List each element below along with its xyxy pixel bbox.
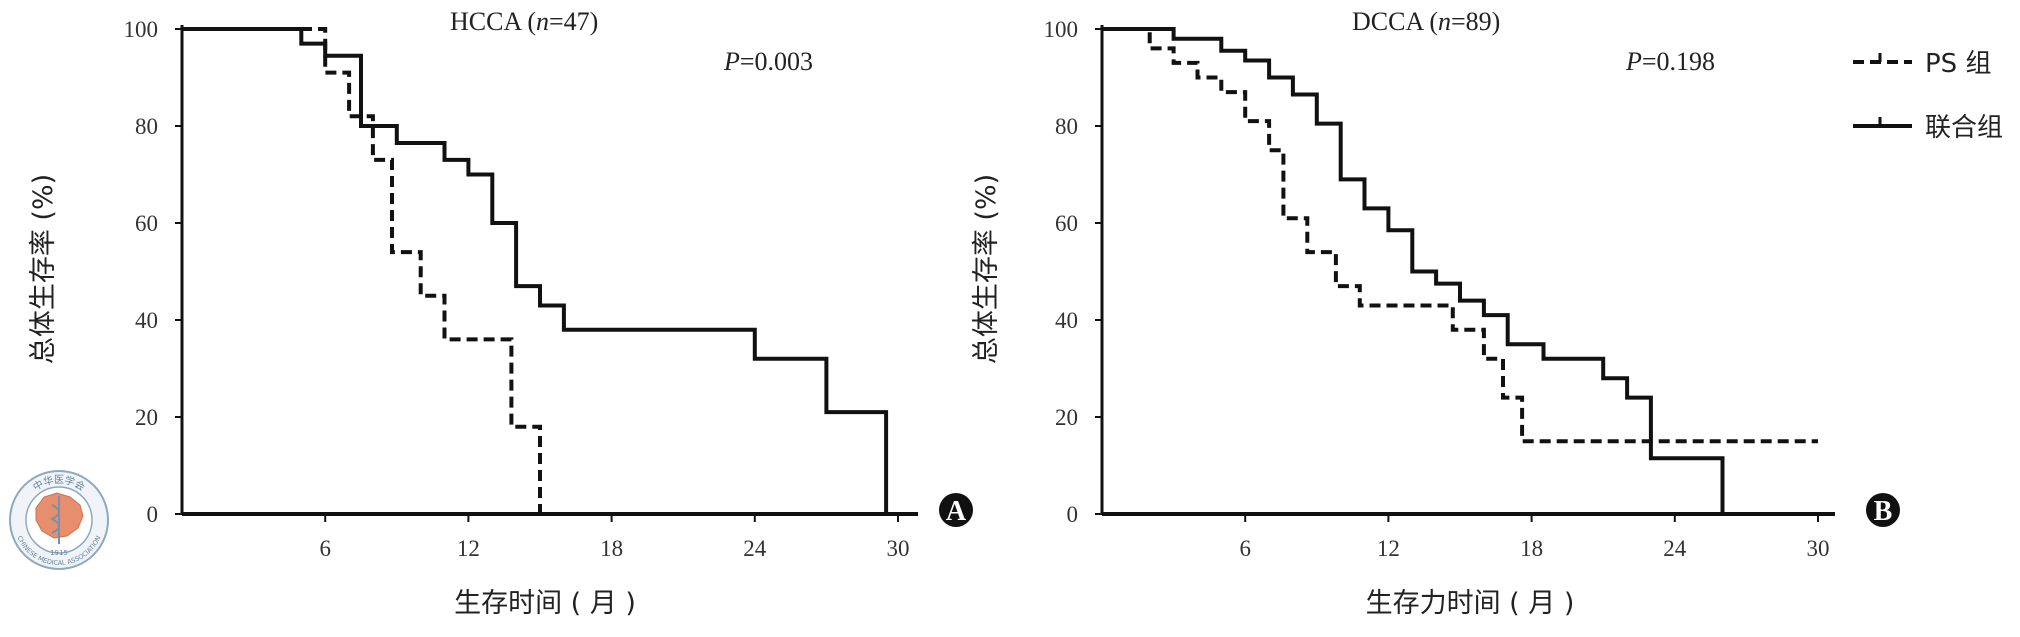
- x-axis-title: 生存力时间 ( 月 ): [1366, 588, 1575, 619]
- n-label: n: [1438, 7, 1451, 36]
- series-line-combined: [1102, 27, 1725, 514]
- x-tick-label: 18: [1520, 536, 1543, 561]
- y-tick-label: 40: [135, 308, 158, 333]
- x-tick-label: 24: [743, 536, 767, 561]
- x-tick-label: 6: [319, 536, 331, 561]
- panel-label-badge: B: [1866, 493, 1900, 527]
- series-line-ps: [1102, 27, 1818, 444]
- chart-panel-b: 100 80 60 40 20 0 6 12 18 24 30 DCCA (n=89) P=0.1…: [971, 7, 1900, 619]
- x-tick-label: 30: [1807, 536, 1830, 561]
- legend: PS 组 联合组: [1853, 49, 2003, 143]
- p-label: P: [1625, 47, 1642, 76]
- legend-label: PS 组: [1925, 49, 1991, 79]
- chart-title: DCCA (n=89): [1352, 7, 1500, 36]
- series-line-ps: [182, 27, 542, 514]
- panel-label: B: [1874, 496, 1893, 527]
- p-label: P: [723, 47, 740, 76]
- y-ticks: 100 80 60 40 20 0: [124, 17, 182, 527]
- y-tick-label: 40: [1055, 308, 1078, 333]
- series-line-combined: [182, 27, 889, 514]
- y-tick-label: 80: [135, 114, 158, 139]
- y-tick-label: 80: [1055, 114, 1078, 139]
- chart-title: HCCA (n=47): [450, 7, 598, 36]
- y-axis-title: 总体生存率 (%): [28, 174, 59, 364]
- association-logo: 中华医学会 CHINESE MEDICAL ASSOCIATION 1915: [9, 470, 109, 570]
- logo-year: 1915: [50, 549, 68, 557]
- y-tick-label: 60: [1055, 211, 1078, 236]
- p-value-annotation: P=0.003: [723, 47, 813, 76]
- y-axis-title: 总体生存率 (%): [971, 174, 1002, 364]
- series-group: [182, 27, 889, 514]
- x-tick-label: 24: [1663, 536, 1687, 561]
- series-group: [1102, 27, 1818, 514]
- y-tick-label: 100: [1044, 17, 1079, 42]
- n-label: n: [536, 7, 549, 36]
- y-tick-label: 60: [135, 211, 158, 236]
- y-tick-label: 100: [124, 17, 159, 42]
- logo-top-text: 中华医学会: [31, 473, 88, 493]
- y-tick-label: 0: [147, 502, 159, 527]
- legend-label: 联合组: [1925, 113, 2003, 143]
- legend-item-ps: PS 组: [1853, 49, 1991, 79]
- y-tick-label: 20: [1055, 405, 1078, 430]
- panel-label-badge: A: [939, 493, 973, 527]
- legend-item-combined: 联合组: [1853, 113, 2003, 143]
- chart-panel-a: 100 80 60 40 20 0 6 12 18 24 30 HCCA (n=47) P=0.0…: [28, 7, 973, 619]
- x-tick-label: 30: [887, 536, 910, 561]
- y-tick-label: 0: [1067, 502, 1079, 527]
- x-ticks: 6 12 18 24 30: [1239, 514, 1830, 561]
- x-tick-label: 18: [600, 536, 623, 561]
- panel-label: A: [946, 496, 967, 527]
- y-tick-label: 20: [135, 405, 158, 430]
- p-value-annotation: P=0.198: [1625, 47, 1715, 76]
- x-ticks: 6 12 18 24 30: [319, 514, 910, 561]
- x-tick-label: 12: [457, 536, 480, 561]
- x-tick-label: 6: [1239, 536, 1251, 561]
- y-ticks: 100 80 60 40 20 0: [1044, 17, 1102, 527]
- x-axis-title: 生存时间 ( 月 ): [454, 588, 636, 619]
- caduceus-icon: [49, 496, 60, 544]
- x-tick-label: 12: [1377, 536, 1400, 561]
